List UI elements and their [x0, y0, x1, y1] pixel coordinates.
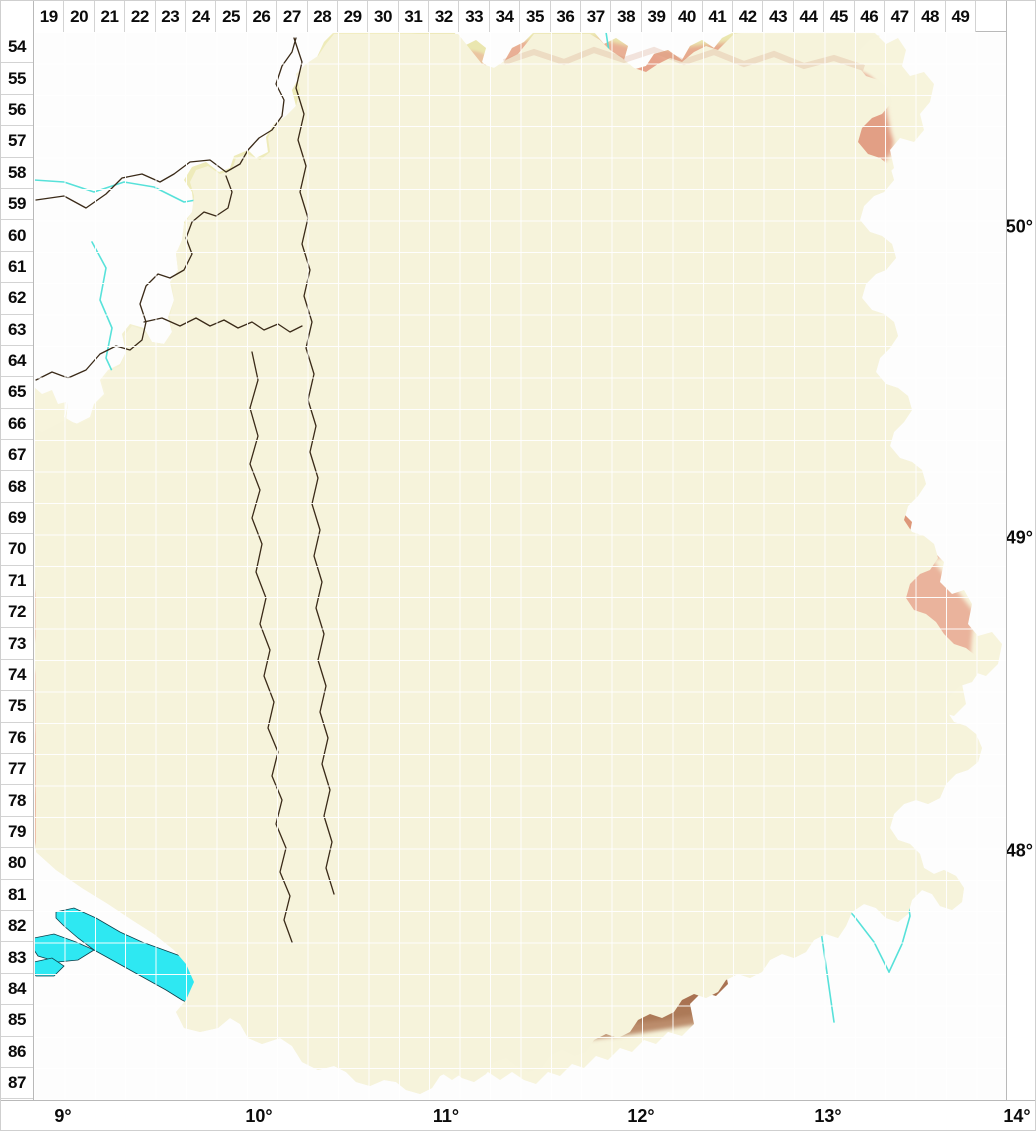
grid-column-label[interactable]: 39 [641, 1, 673, 32]
grid-row-header: 54 55 56 57 58 59 60 61 62 63 64 65 66 67 68 69 70 71 72 73… [1, 32, 34, 1100]
grid-column-label[interactable]: 36 [550, 1, 582, 32]
grid-row-label[interactable]: 63 [1, 314, 33, 346]
grid-column-label[interactable]: 23 [155, 1, 186, 32]
grid-right-frame [1006, 1, 1007, 1100]
map-canvas[interactable] [34, 32, 1007, 1100]
grid-row-label[interactable]: 70 [1, 534, 33, 566]
grid-column-label[interactable]: 44 [793, 1, 825, 32]
grid-column-label[interactable]: 27 [277, 1, 308, 32]
grid-row-label[interactable]: 87 [1, 1067, 33, 1100]
grid-row-label[interactable]: 76 [1, 722, 33, 754]
grid-column-label[interactable]: 35 [520, 1, 551, 32]
grid-column-label[interactable]: 41 [702, 1, 733, 32]
grid-row-label[interactable]: 61 [1, 251, 33, 284]
grid-row-label[interactable]: 66 [1, 408, 33, 441]
grid-row-label[interactable]: 72 [1, 597, 33, 629]
longitude-tick-label: 9° [54, 1106, 72, 1126]
grid-column-label[interactable]: 47 [884, 1, 916, 32]
grid-row-label[interactable]: 64 [1, 345, 33, 378]
grid-column-label[interactable]: 34 [489, 1, 521, 32]
grid-column-label[interactable]: 46 [854, 1, 885, 32]
grid-column-header: 19 20 21 22 23 24 25 26 27 28 29 30 31 32 33 34 35 36 37 38… [1, 1, 1007, 32]
grid-row-label[interactable]: 57 [1, 126, 33, 158]
grid-row-label[interactable]: 85 [1, 1005, 33, 1037]
grid-column-label[interactable]: 45 [824, 1, 855, 32]
grid-row-label[interactable]: 78 [1, 785, 33, 817]
grid-corner-cell [1, 1, 34, 32]
grid-column-label[interactable]: 32 [429, 1, 460, 32]
grid-column-label[interactable]: 42 [732, 1, 764, 32]
latitude-tick-label: 48° [1005, 840, 1033, 861]
grid-row-label[interactable]: 55 [1, 63, 33, 95]
longitude-tick-label: 10° [245, 1106, 273, 1126]
grid-column-label[interactable]: 25 [216, 1, 247, 32]
grid-row-label[interactable]: 82 [1, 910, 33, 943]
grid-row-label[interactable]: 81 [1, 879, 33, 911]
grid-column-label[interactable]: 26 [246, 1, 278, 32]
grid-column-label[interactable]: 49 [945, 1, 977, 32]
grid-column-label[interactable]: 37 [581, 1, 612, 32]
grid-column-label[interactable]: 40 [672, 1, 703, 32]
relief-map-graphic [34, 32, 1007, 1100]
grid-column-label[interactable]: 20 [64, 1, 95, 32]
grid-row-label[interactable]: 58 [1, 157, 33, 189]
grid-column-label[interactable]: 28 [307, 1, 338, 32]
grid-row-label[interactable]: 71 [1, 565, 33, 598]
grid-row-label[interactable]: 83 [1, 942, 33, 974]
grid-row-label[interactable]: 60 [1, 220, 33, 252]
grid-column-label[interactable]: 21 [94, 1, 126, 32]
longitude-tick-label: 14° [1003, 1106, 1031, 1126]
grid-column-label[interactable]: 19 [34, 1, 65, 32]
latitude-axis: 50° 49° 48° [1005, 1, 1035, 1100]
latitude-tick-label: 50° [1005, 216, 1033, 237]
latitude-tick-label: 49° [1005, 527, 1033, 548]
grid-row-label[interactable]: 79 [1, 816, 33, 849]
longitude-tick-label: 11° [432, 1106, 460, 1126]
grid-row-label[interactable]: 56 [1, 94, 33, 127]
longitude-tick-label: 13° [814, 1106, 842, 1126]
grid-row-label[interactable]: 80 [1, 848, 33, 880]
grid-column-label[interactable]: 30 [368, 1, 399, 32]
grid-column-label[interactable]: 31 [398, 1, 430, 32]
longitude-tick-label: 12° [627, 1106, 655, 1126]
grid-row-label[interactable]: 62 [1, 283, 33, 315]
grid-column-label[interactable]: 24 [185, 1, 217, 32]
grid-column-label[interactable]: 29 [337, 1, 369, 32]
grid-row-label[interactable]: 84 [1, 973, 33, 1006]
grid-row-label[interactable]: 54 [1, 32, 33, 64]
grid-row-label[interactable]: 65 [1, 377, 33, 409]
grid-row-label[interactable]: 59 [1, 188, 33, 221]
grid-column-label[interactable]: 38 [611, 1, 642, 32]
grid-row-label[interactable]: 75 [1, 691, 33, 723]
grid-row-label[interactable]: 68 [1, 471, 33, 503]
grid-column-label[interactable]: 48 [915, 1, 946, 32]
grid-row-label[interactable]: 67 [1, 440, 33, 472]
grid-column-label[interactable]: 33 [459, 1, 490, 32]
grid-row-label[interactable]: 74 [1, 659, 33, 692]
longitude-axis: 9° 10° 11° 12° 13° 14° [1, 1100, 1035, 1130]
grid-row-label[interactable]: 86 [1, 1036, 33, 1068]
grid-row-label[interactable]: 73 [1, 628, 33, 660]
grid-row-label[interactable]: 77 [1, 753, 33, 786]
grid-row-label[interactable]: 69 [1, 502, 33, 535]
grid-column-label[interactable]: 22 [125, 1, 156, 32]
grid-column-label[interactable]: 43 [763, 1, 794, 32]
